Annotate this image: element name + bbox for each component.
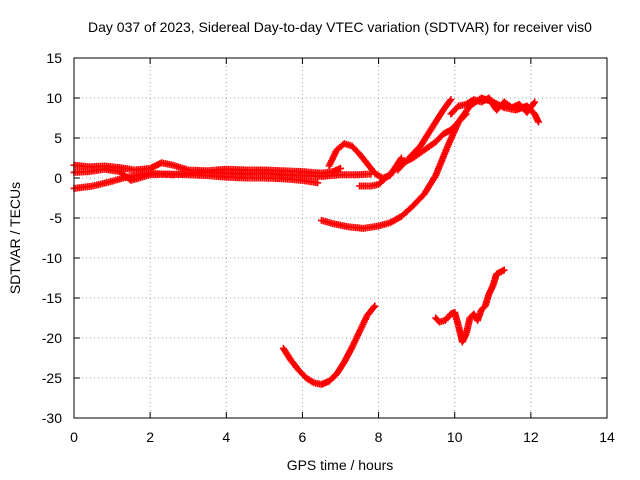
x-tick-label: 4 [222,429,230,445]
chart-title: Day 037 of 2023, Sidereal Day-to-day VTE… [88,19,592,35]
x-tick-label: 14 [599,429,615,445]
x-tick-label: 10 [447,429,463,445]
series-track5 [356,110,470,190]
data-point-markers [432,266,508,346]
x-tick-label: 0 [70,429,78,445]
data-point-markers [394,96,455,174]
y-tick-label: 15 [46,50,62,66]
x-tick-label: 6 [299,429,307,445]
y-tick-label: -10 [42,250,62,266]
data-layer [70,94,542,388]
x-axis-title: GPS time / hours [287,457,394,473]
y-tick-label: 5 [54,130,62,146]
y-tick-label: -15 [42,290,62,306]
data-point-markers [318,94,542,232]
grid-layer [74,58,607,418]
plot-frame [73,57,608,419]
y-tick-label: -20 [42,330,62,346]
y-tick-label: 0 [54,170,62,186]
series-track7 [318,94,542,232]
x-tick-label: 12 [523,429,539,445]
y-axis-title: SDTVAR / TECUs [7,182,23,294]
series-track8 [447,94,539,118]
series-track9 [279,302,379,388]
x-tick-label: 2 [146,429,154,445]
y-tick-label: 10 [46,90,62,106]
series-track10 [432,266,508,346]
data-point-markers [356,110,470,190]
y-tick-label: -30 [42,410,62,426]
series-track6 [394,96,455,174]
y-tick-label: -25 [42,370,62,386]
x-tick-label: 8 [375,429,383,445]
axis-layer: 0 2 4 6 8 10 12 14 -30 -25 -20 -15 -10 -5 0 5 10 15 [42,50,615,445]
y-tick-label: -5 [50,210,63,226]
data-point-markers [279,302,379,388]
data-point-markers [447,94,539,118]
